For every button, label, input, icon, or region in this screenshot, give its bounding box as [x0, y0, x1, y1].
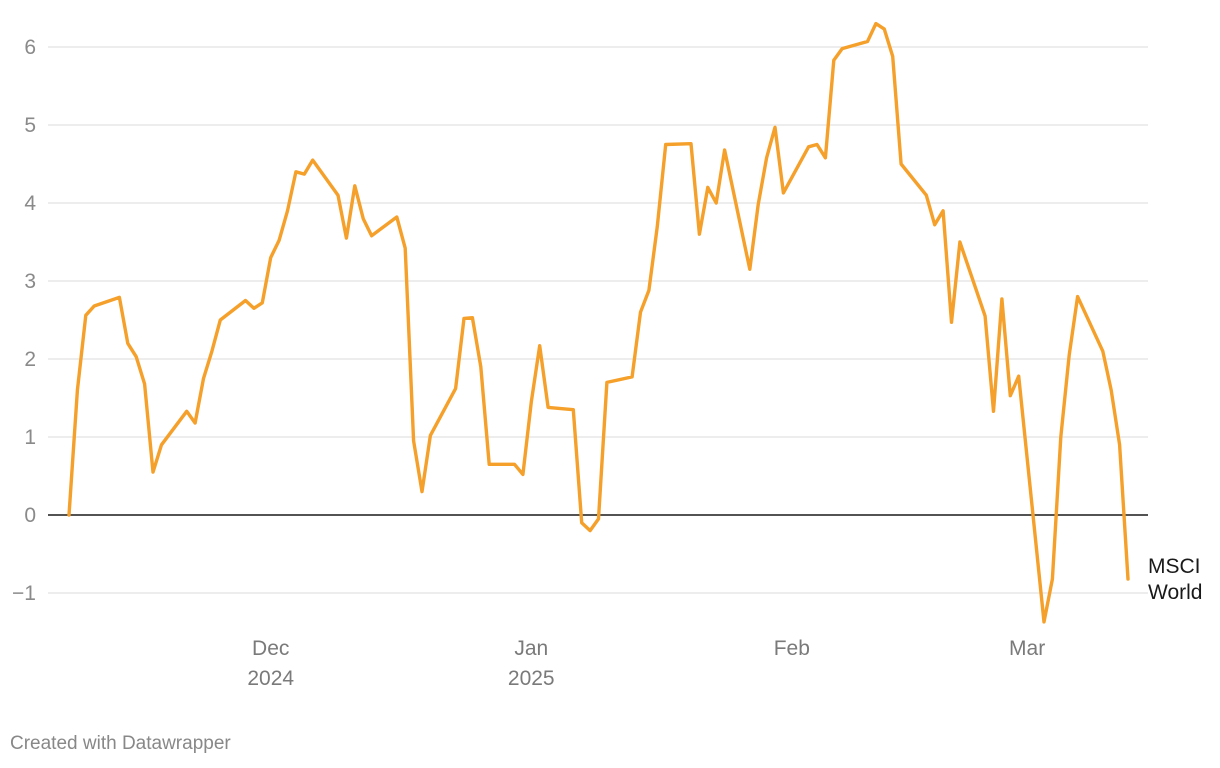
series-label: MSCI	[1148, 555, 1201, 578]
y-tick-label: 4	[24, 192, 36, 215]
x-axis-ticks: Dec 2024 Jan 2025 Feb Mar	[247, 637, 1045, 690]
series-lines	[67, 21, 1130, 624]
x-tick-label: 2024	[247, 667, 294, 690]
y-tick-label: 6	[24, 36, 36, 59]
y-tick-label: 5	[24, 114, 36, 137]
y-tick-label: 3	[24, 270, 36, 293]
series-labels: MSCI World	[1148, 555, 1202, 604]
y-axis-ticks: −1 0 1 2 3 4 5 6	[12, 36, 36, 605]
line-chart: −1 0 1 2 3 4 5 6 Dec 2024 Jan 2025 Feb Mar MSCI World	[12, 21, 1202, 690]
y-tick-label: 0	[24, 504, 36, 527]
series-label: World	[1148, 581, 1202, 604]
credit-text: Created with Datawrapper	[10, 733, 231, 754]
y-tick-label: 1	[24, 426, 36, 449]
x-tick-label: Feb	[774, 637, 810, 660]
x-tick-label: Jan	[514, 637, 548, 660]
y-tick-label: −1	[12, 582, 36, 605]
x-tick-label: 2025	[508, 667, 555, 690]
gridlines	[48, 46, 1148, 594]
x-tick-label: Dec	[252, 637, 289, 660]
y-tick-label: 2	[24, 348, 36, 371]
x-tick-label: Mar	[1009, 637, 1045, 660]
series-line-msci-world	[67, 21, 1130, 624]
